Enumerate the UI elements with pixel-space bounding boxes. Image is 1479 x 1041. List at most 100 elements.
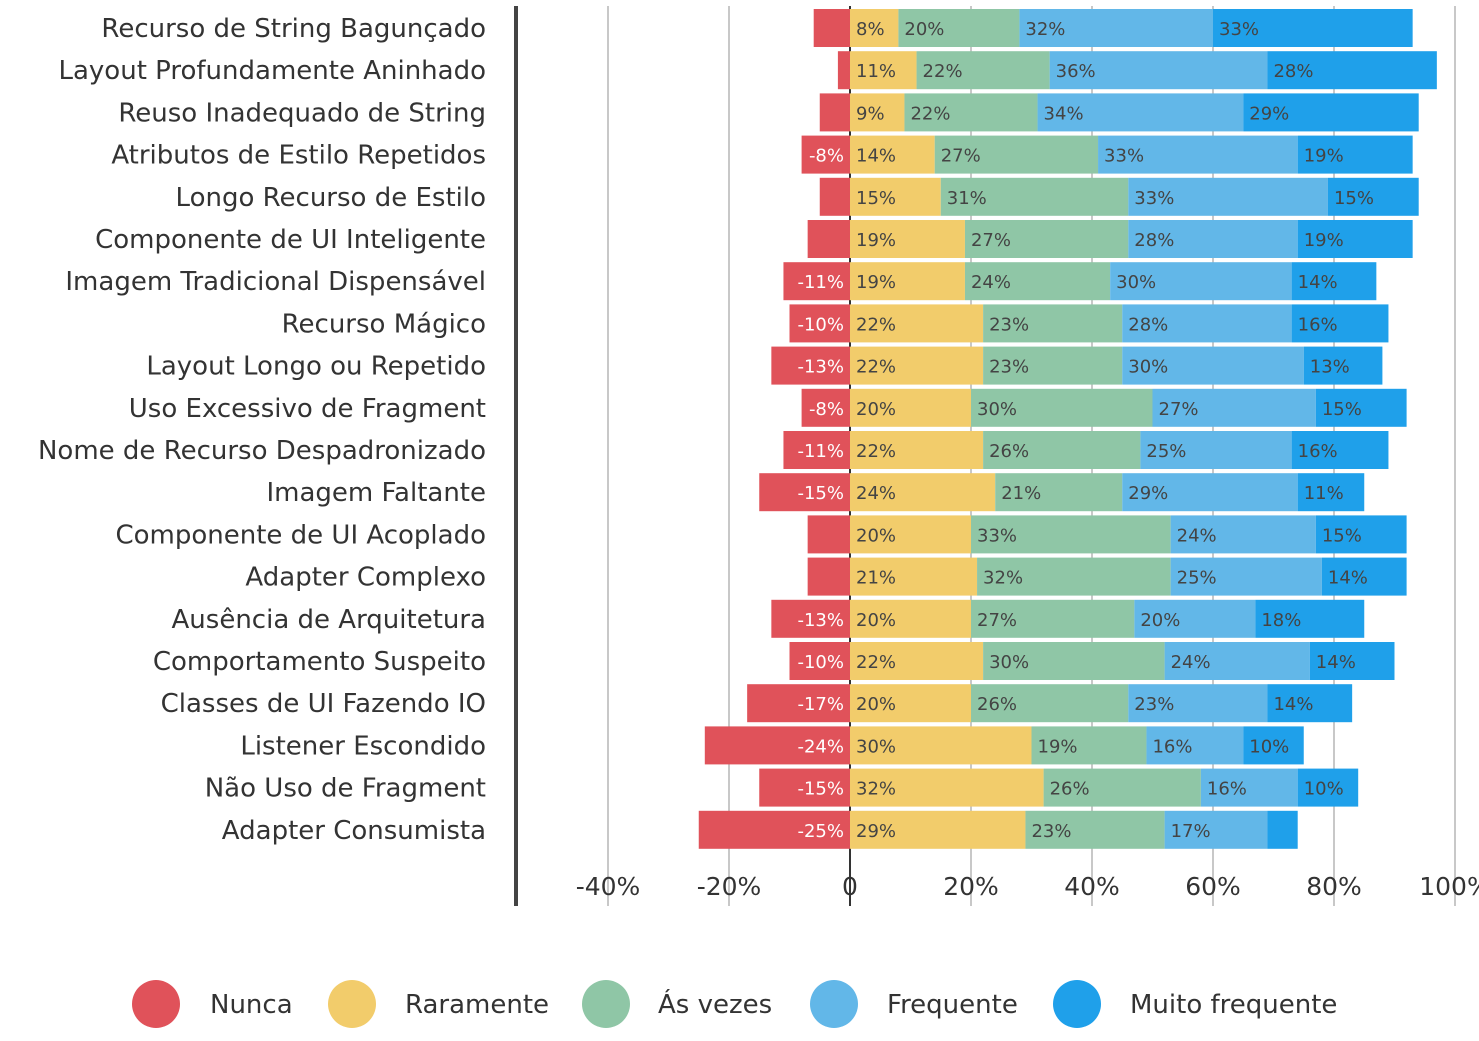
legend-swatch	[132, 980, 180, 1028]
data-label: 20%	[856, 610, 896, 631]
bar-segment	[1170, 515, 1316, 554]
x-tick-label: 40%	[1064, 872, 1120, 901]
bar-segment	[850, 220, 965, 258]
bar-segment	[850, 93, 905, 132]
data-label: 14%	[1298, 272, 1338, 293]
x-tick-label: 100%	[1419, 872, 1479, 901]
data-label: 24%	[971, 272, 1011, 293]
value-labels: 8% 20% 32% 33% 11% 22% 36% 28% 9% 22% 34% 29% -8% 14%…	[797, 19, 1373, 842]
bar-segment	[850, 810, 1026, 849]
bar-segment	[904, 93, 1038, 132]
data-label: 14%	[856, 146, 896, 167]
data-label: 22%	[856, 314, 896, 335]
bar-segment	[850, 9, 899, 47]
data-label: 15%	[856, 188, 896, 209]
data-label: 33%	[977, 525, 1017, 546]
category-labels: Recurso de String Bagunçado Layout Profun…	[38, 14, 486, 846]
data-label: 30%	[1116, 272, 1156, 293]
legend-label: Frequente	[887, 990, 1018, 1020]
legend-swatch	[582, 980, 630, 1028]
bar-segment	[983, 642, 1165, 680]
category-label: Não Uso de Fragment	[205, 774, 486, 804]
data-label: 22%	[856, 441, 896, 462]
bar-segment	[850, 177, 941, 216]
bar-segment-nunca	[807, 515, 850, 554]
bar-segment	[934, 135, 1099, 174]
data-label: -10%	[797, 652, 844, 673]
bar-segment	[916, 51, 1050, 90]
data-label: 8%	[856, 19, 885, 40]
bar-segment	[1243, 93, 1419, 132]
data-label: 19%	[1304, 146, 1344, 167]
data-label: 24%	[856, 483, 896, 504]
bar-segment-nunca	[837, 51, 850, 90]
data-label: 23%	[989, 314, 1029, 335]
data-label: 10%	[1249, 736, 1289, 757]
bar-segment-nunca	[807, 557, 850, 596]
data-label: 22%	[856, 652, 896, 673]
data-label: 16%	[1207, 779, 1247, 800]
bar-segment	[977, 557, 1171, 596]
data-label: 30%	[977, 399, 1017, 420]
data-label: 16%	[1298, 441, 1338, 462]
bar-segment	[983, 346, 1123, 385]
data-label: 28%	[1134, 230, 1174, 251]
data-label: -10%	[797, 314, 844, 335]
data-label: 26%	[1050, 779, 1090, 800]
bar-segment	[1098, 135, 1298, 174]
category-label: Comportamento Suspeito	[153, 647, 486, 677]
bar-segment-nunca	[783, 262, 850, 301]
category-label: Classes de UI Fazendo IO	[161, 689, 486, 719]
bar-segment	[1122, 346, 1304, 385]
data-label: 24%	[1171, 652, 1211, 673]
data-label: 19%	[856, 230, 896, 251]
bar-segment-nunca	[819, 177, 850, 216]
data-label: 15%	[1322, 525, 1362, 546]
data-label: 32%	[1025, 19, 1065, 40]
category-label: Imagem Tradicional Dispensável	[65, 267, 486, 297]
bar-segment	[1122, 304, 1292, 343]
bar-segment	[1140, 431, 1292, 469]
bar-segment	[1327, 177, 1419, 216]
bar-segment	[1146, 726, 1244, 765]
bar-segment	[850, 262, 965, 301]
data-label: 20%	[856, 525, 896, 546]
data-label: 36%	[1056, 61, 1096, 82]
data-label: 24%	[1177, 525, 1217, 546]
category-label: Adapter Consumista	[222, 816, 486, 846]
bar-segment	[1267, 51, 1437, 90]
x-tick-labels: -40% -20% 0 20% 40% 60% 80% 100%	[576, 872, 1479, 901]
data-label: 28%	[1273, 61, 1313, 82]
data-label: 23%	[1134, 694, 1174, 715]
bar-segment	[940, 177, 1129, 216]
data-label: -11%	[797, 272, 844, 293]
data-label: 9%	[856, 103, 885, 124]
data-label: 19%	[1304, 230, 1344, 251]
bar-segment	[1128, 684, 1268, 723]
data-label: 13%	[1310, 357, 1350, 378]
data-label: 16%	[1152, 736, 1192, 757]
data-label: -25%	[797, 821, 844, 842]
bar-segment	[898, 9, 1020, 47]
category-label: Layout Profundamente Aninhado	[59, 56, 487, 86]
category-label: Reuso Inadequado de String	[118, 98, 486, 128]
bar-segment-nunca	[819, 93, 850, 132]
bar-segment	[1122, 473, 1298, 512]
data-label: 30%	[1128, 357, 1168, 378]
bar-segment	[1291, 262, 1377, 301]
bar-segment-nunca	[704, 726, 850, 765]
data-label: 29%	[856, 821, 896, 842]
bar-segment	[850, 346, 984, 385]
data-label: 27%	[1159, 399, 1199, 420]
bar-segment	[1152, 388, 1316, 427]
bar-segment	[850, 726, 1032, 765]
data-label: 21%	[1001, 483, 1041, 504]
legend-label: Ás vezes	[658, 988, 772, 1020]
legend-label: Nunca	[210, 990, 293, 1020]
bar-segment	[1134, 599, 1256, 638]
bar-segment	[964, 262, 1111, 301]
bar-segment	[964, 220, 1129, 258]
bar-segment	[850, 431, 984, 469]
bar-segment	[1170, 557, 1322, 596]
category-label: Atributos de Estilo Repetidos	[111, 141, 486, 171]
